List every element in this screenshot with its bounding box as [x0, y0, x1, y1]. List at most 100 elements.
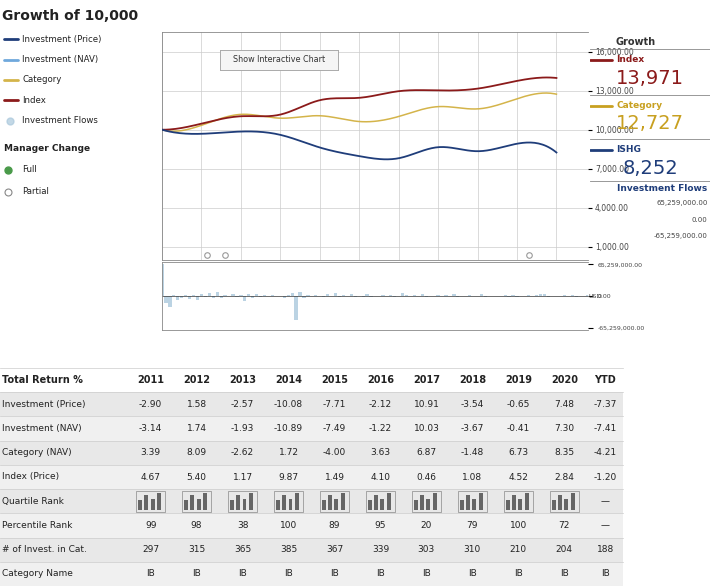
Text: 3.63: 3.63 — [370, 448, 391, 457]
Bar — [0, 441, 623, 465]
Bar — [527, 295, 530, 296]
Text: IB: IB — [146, 570, 155, 578]
Text: 12,727: 12,727 — [616, 114, 684, 133]
Text: 210: 210 — [510, 545, 527, 554]
Text: Manager Change: Manager Change — [4, 144, 90, 153]
Text: Investment (Price): Investment (Price) — [22, 35, 101, 44]
Bar — [504, 490, 533, 512]
Text: 310: 310 — [463, 545, 481, 554]
Text: Category: Category — [617, 101, 662, 110]
Bar — [366, 490, 395, 512]
Bar — [287, 295, 290, 296]
Text: 4.10: 4.10 — [371, 472, 391, 482]
Bar — [472, 499, 476, 510]
Bar — [240, 295, 242, 296]
Text: 6.73: 6.73 — [508, 448, 528, 457]
Bar — [386, 493, 391, 510]
Text: -2.90: -2.90 — [139, 400, 163, 409]
Bar — [421, 294, 424, 296]
Text: 1.08: 1.08 — [462, 472, 483, 482]
Bar — [425, 296, 428, 297]
Bar — [381, 295, 384, 296]
Text: USD: USD — [589, 294, 602, 298]
Bar — [563, 295, 566, 296]
Bar — [0, 465, 623, 489]
Bar — [503, 295, 507, 296]
Text: 95: 95 — [375, 521, 386, 530]
Bar — [518, 499, 522, 510]
Bar — [466, 495, 470, 510]
Text: 188: 188 — [597, 545, 614, 554]
Bar — [413, 295, 416, 296]
Bar — [550, 490, 579, 512]
Bar — [452, 294, 456, 296]
Bar — [366, 294, 369, 296]
Text: Investment Flows: Investment Flows — [617, 184, 707, 193]
Text: 385: 385 — [280, 545, 297, 554]
Text: IB: IB — [560, 570, 569, 578]
Bar — [381, 499, 384, 510]
Text: —: — — [600, 497, 610, 506]
Bar — [349, 294, 353, 296]
Text: 1.58: 1.58 — [187, 400, 207, 409]
Bar — [389, 295, 392, 296]
Text: Total Return %: Total Return % — [2, 375, 83, 385]
Text: 4.52: 4.52 — [508, 472, 528, 482]
Bar — [506, 500, 510, 510]
Text: IB: IB — [422, 570, 431, 578]
Bar — [320, 490, 349, 512]
Bar — [184, 295, 188, 296]
Bar — [334, 293, 337, 296]
Text: 297: 297 — [142, 545, 159, 554]
Bar — [207, 293, 211, 296]
Text: 79: 79 — [466, 521, 478, 530]
Bar — [525, 493, 528, 510]
Text: 339: 339 — [371, 545, 389, 554]
Bar — [247, 294, 250, 296]
Bar — [0, 368, 623, 392]
Text: -7.71: -7.71 — [323, 400, 347, 409]
Bar — [223, 295, 227, 296]
Text: IB: IB — [601, 570, 610, 578]
Text: IB: IB — [284, 570, 293, 578]
Text: 367: 367 — [326, 545, 343, 554]
Bar — [480, 294, 483, 296]
Text: 100: 100 — [280, 521, 297, 530]
Text: 7.48: 7.48 — [554, 400, 574, 409]
Text: Index: Index — [22, 96, 46, 105]
Bar — [570, 295, 574, 296]
Bar — [368, 500, 371, 510]
Text: 303: 303 — [418, 545, 435, 554]
Bar — [204, 296, 207, 297]
Text: 5.40: 5.40 — [187, 472, 207, 482]
Text: 2013: 2013 — [229, 375, 256, 385]
Bar — [271, 295, 274, 296]
Text: 365: 365 — [234, 545, 251, 554]
Text: IB: IB — [330, 570, 339, 578]
Bar — [188, 296, 191, 299]
Bar — [294, 296, 298, 321]
Bar — [552, 500, 555, 510]
Text: 1.74: 1.74 — [187, 424, 207, 433]
Text: 99: 99 — [145, 521, 156, 530]
Bar — [468, 295, 471, 296]
Text: -10.08: -10.08 — [274, 400, 303, 409]
Bar — [289, 499, 292, 510]
Bar — [314, 295, 317, 296]
Bar — [231, 294, 235, 296]
Bar — [235, 296, 239, 298]
Text: 89: 89 — [329, 521, 340, 530]
Text: 8,252: 8,252 — [622, 158, 678, 178]
Text: 7.30: 7.30 — [554, 424, 575, 433]
Bar — [276, 500, 279, 510]
Text: 8.35: 8.35 — [554, 448, 575, 457]
Bar — [259, 296, 262, 297]
Bar — [138, 500, 142, 510]
Bar — [460, 500, 463, 510]
Bar — [543, 294, 546, 296]
Text: IB: IB — [514, 570, 523, 578]
Text: 2020: 2020 — [550, 375, 578, 385]
Bar — [328, 495, 332, 510]
Bar — [160, 264, 164, 296]
Bar — [508, 296, 511, 297]
